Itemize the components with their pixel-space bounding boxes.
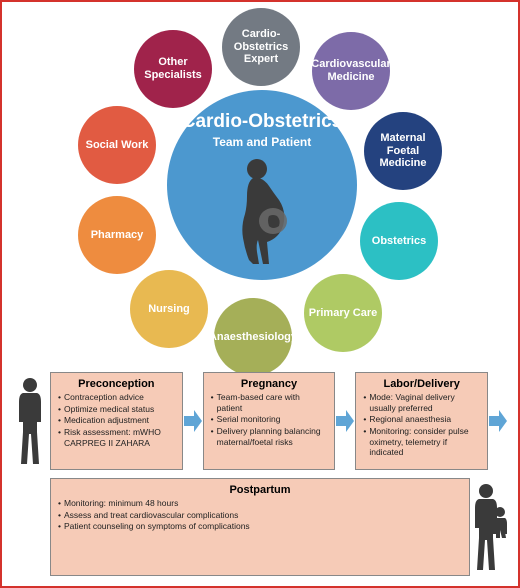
patient-icon [13, 376, 47, 466]
care-bullet: Patient counseling on symptoms of compli… [58, 521, 462, 532]
orbit-circle-3: Obstetrics [360, 202, 438, 280]
mother-child-icon [470, 482, 510, 572]
care-box: Labor/Delivery Mode: Vaginal delivery usu… [355, 372, 488, 470]
orbit-circle-7: Pharmacy [78, 196, 156, 274]
care-bullets: Contraception adviceOptimize medical sta… [58, 392, 175, 464]
orbit-circle-9: Other Specialists [134, 30, 212, 108]
care-box: Pregnancy Team-based care with patientSer… [203, 372, 336, 470]
center-circle: Cardio-Obstetrics Team and Patient [167, 90, 357, 280]
orbit-circle-2: Maternal Foetal Medicine [364, 112, 442, 190]
care-box: Postpartum Monitoring: minimum 48 hoursAs… [50, 478, 470, 576]
care-bullet: Monitoring: minimum 48 hours [58, 498, 462, 509]
arrow-icon [335, 372, 355, 470]
care-bullet: Mode: Vaginal delivery usually preferred [363, 392, 480, 413]
arrow-icon [488, 372, 508, 470]
care-bullets: Monitoring: minimum 48 hoursAssess and t… [58, 498, 462, 570]
orbit-circle-1: Cardiovascular Medicine [312, 32, 390, 110]
spacer [10, 478, 50, 576]
care-bullet: Regional anaesthesia [363, 414, 480, 425]
care-bullet: Monitoring: consider pulse oximetry, tel… [363, 426, 480, 458]
care-bullet: Serial monitoring [211, 414, 328, 425]
care-flow: Preconception Contraception adviceOptimiz… [2, 372, 518, 576]
care-bullet: Optimize medical status [58, 404, 175, 415]
care-title: Preconception [58, 378, 175, 390]
center-title: Cardio-Obstetrics [182, 112, 342, 133]
care-title: Postpartum [58, 484, 462, 496]
orbit-circle-0: Cardio-Obstetrics Expert [222, 8, 300, 86]
care-title: Labor/Delivery [363, 378, 480, 390]
care-bullet: Delivery planning balancing maternal/foe… [211, 426, 328, 447]
care-bullet: Risk assessment: mWHO CARPREG II ZAHARA [58, 427, 175, 448]
person-left [10, 372, 50, 470]
orbit-circle-8: Social Work [78, 106, 156, 184]
care-box: Preconception Contraception adviceOptimiz… [50, 372, 183, 470]
orbit-circle-6: Nursing [130, 270, 208, 348]
care-bullet: Medication adjustment [58, 415, 175, 426]
person-right [470, 478, 510, 576]
pregnant-silhouette-icon [223, 156, 301, 266]
center-subtitle: Team and Patient [213, 135, 311, 149]
orbit-circle-5: Anaesthesiology [214, 298, 292, 376]
care-bullet: Contraception advice [58, 392, 175, 403]
care-row-2: Postpartum Monitoring: minimum 48 hoursAs… [2, 478, 518, 576]
care-title: Pregnancy [211, 378, 328, 390]
care-bullet: Assess and treat cardiovascular complica… [58, 510, 462, 521]
care-bullets: Team-based care with patientSerial monit… [211, 392, 328, 464]
care-row-1: Preconception Contraception adviceOptimiz… [2, 372, 518, 470]
arrow-icon [183, 372, 203, 470]
care-bullet: Team-based care with patient [211, 392, 328, 413]
care-bullets: Mode: Vaginal delivery usually preferred… [363, 392, 480, 464]
orbit-circle-4: Primary Care [304, 274, 382, 352]
team-diagram: Cardio-Obstetrics Team and Patient Cardi… [2, 2, 518, 372]
